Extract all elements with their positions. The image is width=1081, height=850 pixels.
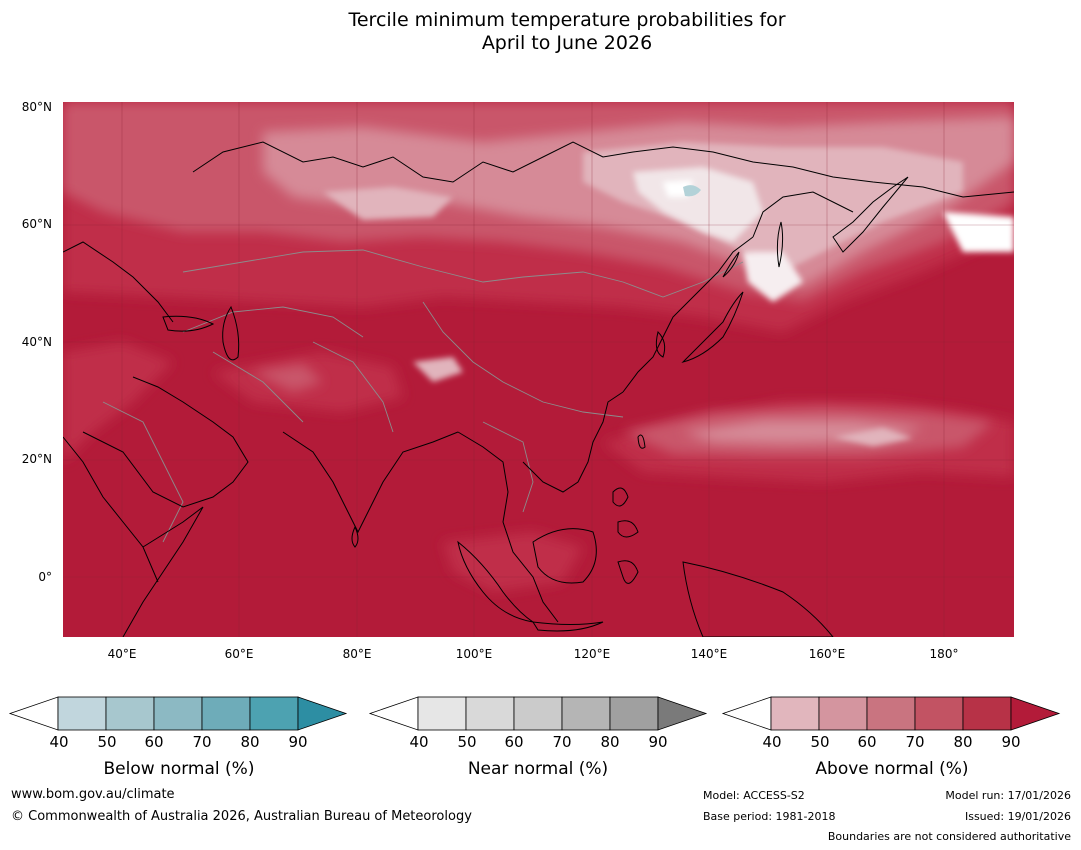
map-canvas <box>63 102 1014 637</box>
model-run-date: Model run: 17/01/2026 <box>945 789 1071 802</box>
above-normal-label: Above normal (%) <box>815 759 969 779</box>
below-tick-60: 60 <box>144 733 164 751</box>
above-tick-60: 60 <box>857 733 877 751</box>
above-swatch-70 <box>914 696 964 731</box>
colorbar-below-normal <box>8 696 348 732</box>
coastlines <box>63 141 1014 637</box>
below-normal-patch <box>683 185 701 197</box>
near-tick-90: 90 <box>648 733 668 751</box>
near-tick-50: 50 <box>457 733 477 751</box>
above-swatch-under <box>721 696 772 731</box>
below-swatch-60 <box>153 696 203 731</box>
above-tick-80: 80 <box>953 733 973 751</box>
below-tick-90: 90 <box>288 733 308 751</box>
near-tick-80: 80 <box>600 733 620 751</box>
issued-date: Issued: 19/01/2026 <box>964 810 1071 823</box>
copyright-text: © Commonwealth of Australia 2026, Austra… <box>11 809 472 824</box>
below-swatch-40 <box>57 696 107 731</box>
lon-label-160e: 160°E <box>808 647 846 661</box>
website-link[interactable]: www.bom.gov.au/climate <box>11 787 175 802</box>
chart-title: Tercile minimum temperature probabilitie… <box>0 9 1081 55</box>
below-normal-label: Below normal (%) <box>103 759 255 779</box>
above-swatch-50 <box>818 696 868 731</box>
near-swatch-under <box>368 696 419 731</box>
below-swatch-under <box>8 696 59 731</box>
title-line-2: April to June 2026 <box>481 32 653 54</box>
base-period: Base period: 1981-2018 <box>703 810 836 823</box>
below-tick-50: 50 <box>97 733 117 751</box>
below-tick-70: 70 <box>192 733 212 751</box>
lon-label-80e: 80°E <box>342 647 372 661</box>
model-name: Model: ACCESS-S2 <box>703 789 805 802</box>
above-swatch-60 <box>866 696 916 731</box>
lon-label-140e: 140°E <box>690 647 728 661</box>
above-swatch-80 <box>962 696 1012 731</box>
near-swatch-70 <box>561 696 611 731</box>
country-boundaries <box>102 249 744 543</box>
colorbar-near-normal <box>368 696 708 732</box>
lon-label-60e: 60°E <box>224 647 254 661</box>
near-swatch-50 <box>465 696 515 731</box>
near-swatch-80 <box>609 696 659 731</box>
lon-label-100e: 100°E <box>455 647 493 661</box>
below-swatch-70 <box>201 696 251 731</box>
lon-label-180: 180° <box>929 647 959 661</box>
lat-label-60n: 60°N <box>21 217 52 231</box>
near-swatch-40 <box>417 696 467 731</box>
title-line-1: Tercile minimum temperature probabilitie… <box>348 9 786 31</box>
above-tick-90: 90 <box>1001 733 1021 751</box>
lat-label-80n: 80°N <box>21 100 52 114</box>
near-swatch-over <box>657 696 708 731</box>
below-tick-40: 40 <box>49 733 69 751</box>
graticule <box>63 102 1014 637</box>
lat-label-40n: 40°N <box>21 335 52 349</box>
near-tick-70: 70 <box>552 733 572 751</box>
lon-label-40e: 40°E <box>107 647 137 661</box>
above-tick-40: 40 <box>762 733 782 751</box>
above-tick-50: 50 <box>810 733 830 751</box>
boundaries-disclaimer: Boundaries are not considered authoritat… <box>827 830 1071 843</box>
lat-label-20n: 20°N <box>21 452 52 466</box>
lon-label-120e: 120°E <box>573 647 611 661</box>
below-tick-80: 80 <box>240 733 260 751</box>
near-tick-60: 60 <box>504 733 524 751</box>
above-tick-70: 70 <box>905 733 925 751</box>
near-normal-label: Near normal (%) <box>467 759 609 779</box>
near-swatch-60 <box>513 696 563 731</box>
below-swatch-over <box>297 696 348 731</box>
near-tick-40: 40 <box>409 733 429 751</box>
probability-map[interactable] <box>63 102 1014 637</box>
above-swatch-40 <box>770 696 820 731</box>
below-swatch-50 <box>105 696 155 731</box>
lat-label-0: 0° <box>38 570 52 584</box>
colorbar-above-normal <box>721 696 1061 732</box>
below-swatch-80 <box>249 696 299 731</box>
prob-40-regions <box>633 167 1014 302</box>
above-swatch-over <box>1010 696 1061 731</box>
